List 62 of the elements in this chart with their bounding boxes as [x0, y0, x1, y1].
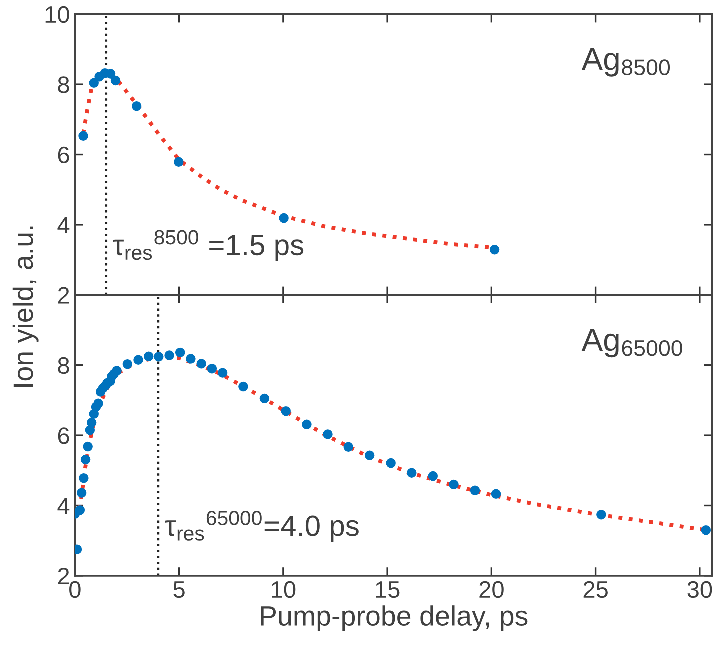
x-tick-label: 10 — [272, 581, 296, 598]
point — [302, 420, 312, 430]
point — [89, 78, 99, 88]
ref-line-label: τ$_{res}$$^{8500}$ =1.5 ps — [113, 230, 304, 262]
point — [701, 525, 712, 536]
annotation: Ag$_{8500}$ — [582, 48, 670, 77]
point — [490, 245, 500, 255]
point — [386, 458, 396, 468]
point — [76, 488, 87, 498]
y-tick-label: 8 — [58, 357, 70, 374]
y-tick-label: 8 — [58, 76, 70, 94]
y-axis-title: Ion yield, a.u. — [12, 226, 39, 387]
x-tick-label: 5 — [174, 582, 185, 598]
annotation: Ag$_{65000}$ — [582, 329, 682, 358]
x-tick-label: 20 — [480, 581, 504, 598]
y-tick-label: 4 — [58, 217, 70, 234]
y-tick-label: 2 — [58, 568, 70, 584]
y-tick-label: 6 — [58, 428, 70, 444]
point — [207, 364, 218, 374]
y-tick-label: 6 — [58, 146, 70, 164]
point — [470, 486, 480, 496]
point — [596, 510, 606, 520]
point — [75, 505, 86, 516]
ref-line-label: τ$_{res}$$^{65000}$=4.0 ps — [165, 511, 359, 542]
point — [132, 101, 142, 112]
point — [86, 418, 97, 428]
point — [80, 454, 91, 465]
point — [428, 471, 438, 482]
point — [364, 450, 375, 460]
point — [144, 352, 154, 362]
y-tick-label: 2 — [58, 287, 70, 304]
y-tick-label: 4 — [58, 498, 70, 514]
point — [94, 398, 104, 408]
point — [83, 442, 93, 452]
point — [79, 474, 89, 484]
point — [110, 76, 121, 86]
y-tick-label: 10 — [46, 6, 70, 24]
x-tick-label: 0 — [70, 581, 81, 598]
point — [196, 359, 206, 369]
point — [134, 355, 144, 365]
point — [323, 430, 333, 440]
point — [122, 359, 133, 370]
point — [281, 406, 291, 416]
point — [449, 480, 459, 490]
point — [238, 382, 248, 392]
point — [112, 366, 122, 376]
x-tick-label: 30 — [688, 581, 712, 598]
point — [279, 213, 289, 224]
point — [154, 352, 164, 362]
point — [260, 394, 270, 404]
x-tick-label: 25 — [584, 581, 608, 598]
point — [78, 131, 88, 142]
point — [175, 348, 186, 358]
point — [491, 489, 502, 500]
point — [164, 350, 174, 360]
point — [407, 468, 417, 478]
point — [186, 354, 196, 364]
point — [344, 442, 354, 452]
x-tick-label: 15 — [376, 582, 400, 598]
point — [218, 368, 228, 378]
point — [174, 157, 184, 167]
x-axis-title: Pump-probe delay, ps — [261, 606, 528, 632]
